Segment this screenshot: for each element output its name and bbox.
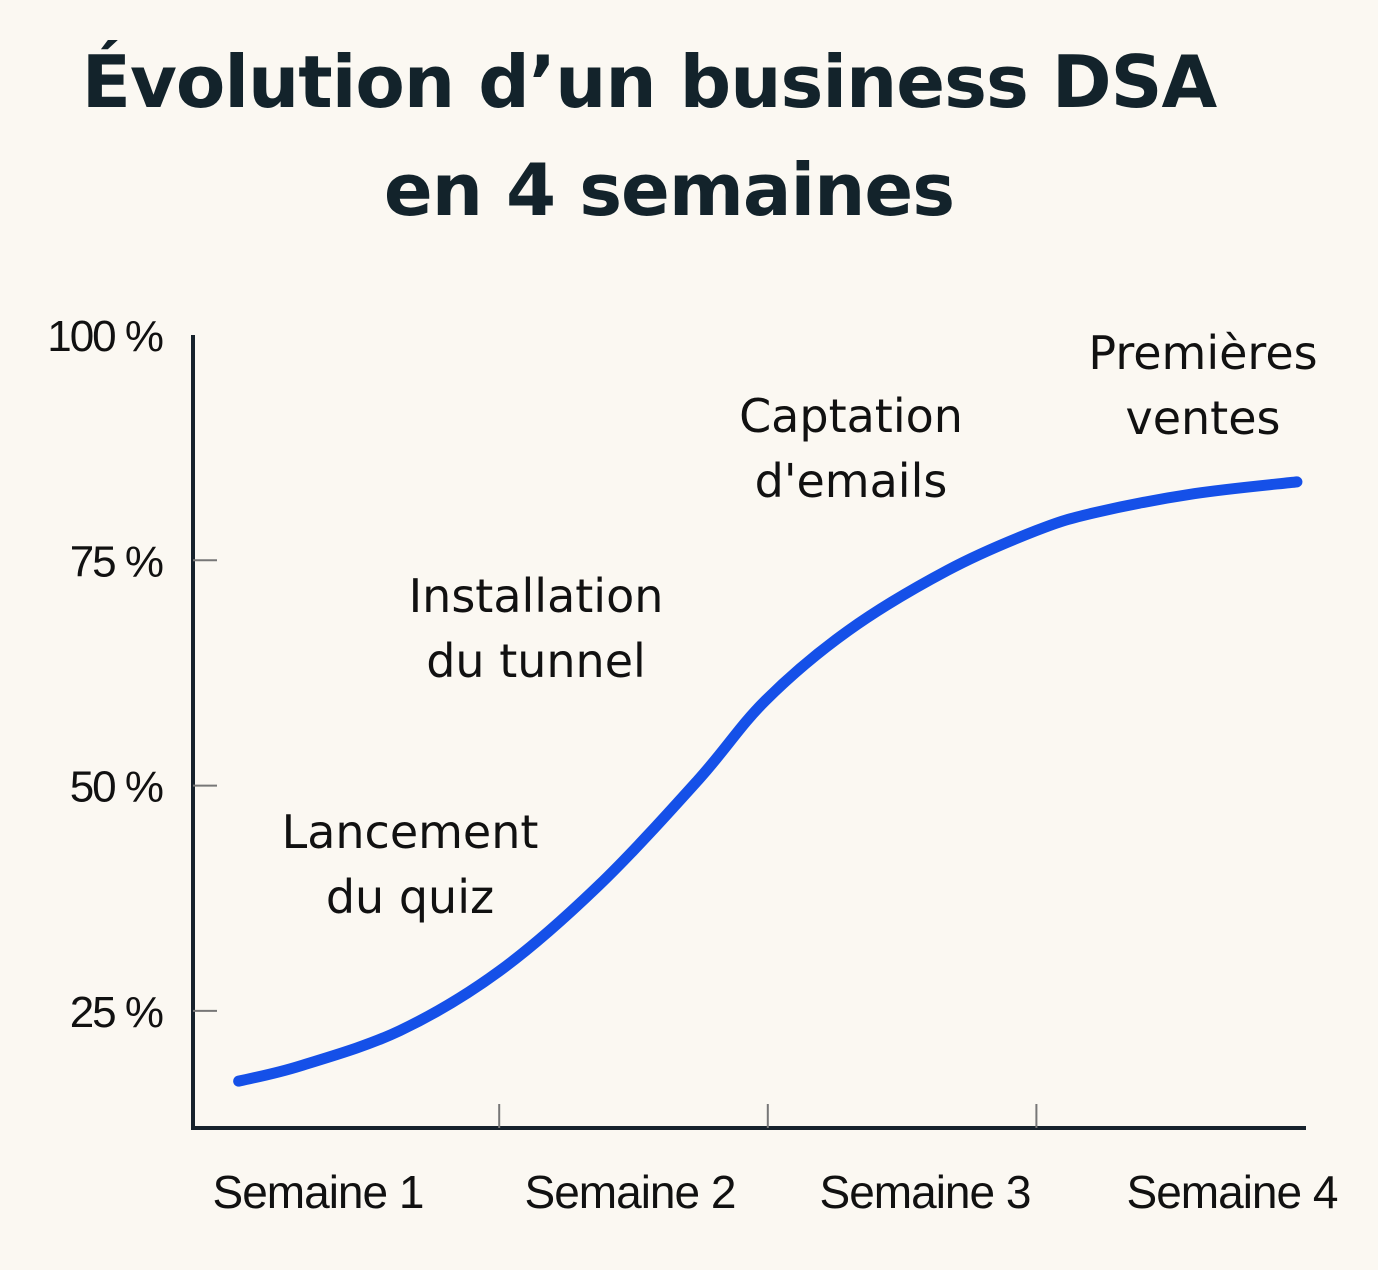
chart-title-line2: en 4 semaines bbox=[383, 148, 955, 232]
annotation-emails-line2: d'emails bbox=[755, 454, 948, 508]
y-tick-label: 75 % bbox=[70, 537, 163, 586]
annotation-sales-line2: ventes bbox=[1126, 391, 1281, 445]
y-tick-label: 100 % bbox=[47, 312, 163, 361]
y-tick-label: 50 % bbox=[70, 763, 163, 812]
annotation-launch-line2: du quiz bbox=[326, 870, 494, 924]
annotation-sales-line1: Premières bbox=[1088, 326, 1317, 380]
x-tick-label: Semaine 4 bbox=[1127, 1166, 1338, 1218]
annotation-launch-line1: Lancement bbox=[282, 805, 539, 859]
annotation-emails-line1: Captation bbox=[739, 389, 963, 443]
x-tick-label: Semaine 2 bbox=[525, 1166, 736, 1218]
annotation-funnel-line1: Installation bbox=[409, 569, 664, 623]
y-tick-label: 25 % bbox=[70, 988, 163, 1037]
x-tick-label: Semaine 3 bbox=[820, 1166, 1031, 1218]
annotation-funnel-line2: du tunnel bbox=[426, 634, 646, 688]
chart-title-line1: Évolution d’un business DSA bbox=[81, 40, 1217, 124]
series-line bbox=[233, 476, 1303, 1087]
x-tick-label: Semaine 1 bbox=[213, 1166, 424, 1218]
